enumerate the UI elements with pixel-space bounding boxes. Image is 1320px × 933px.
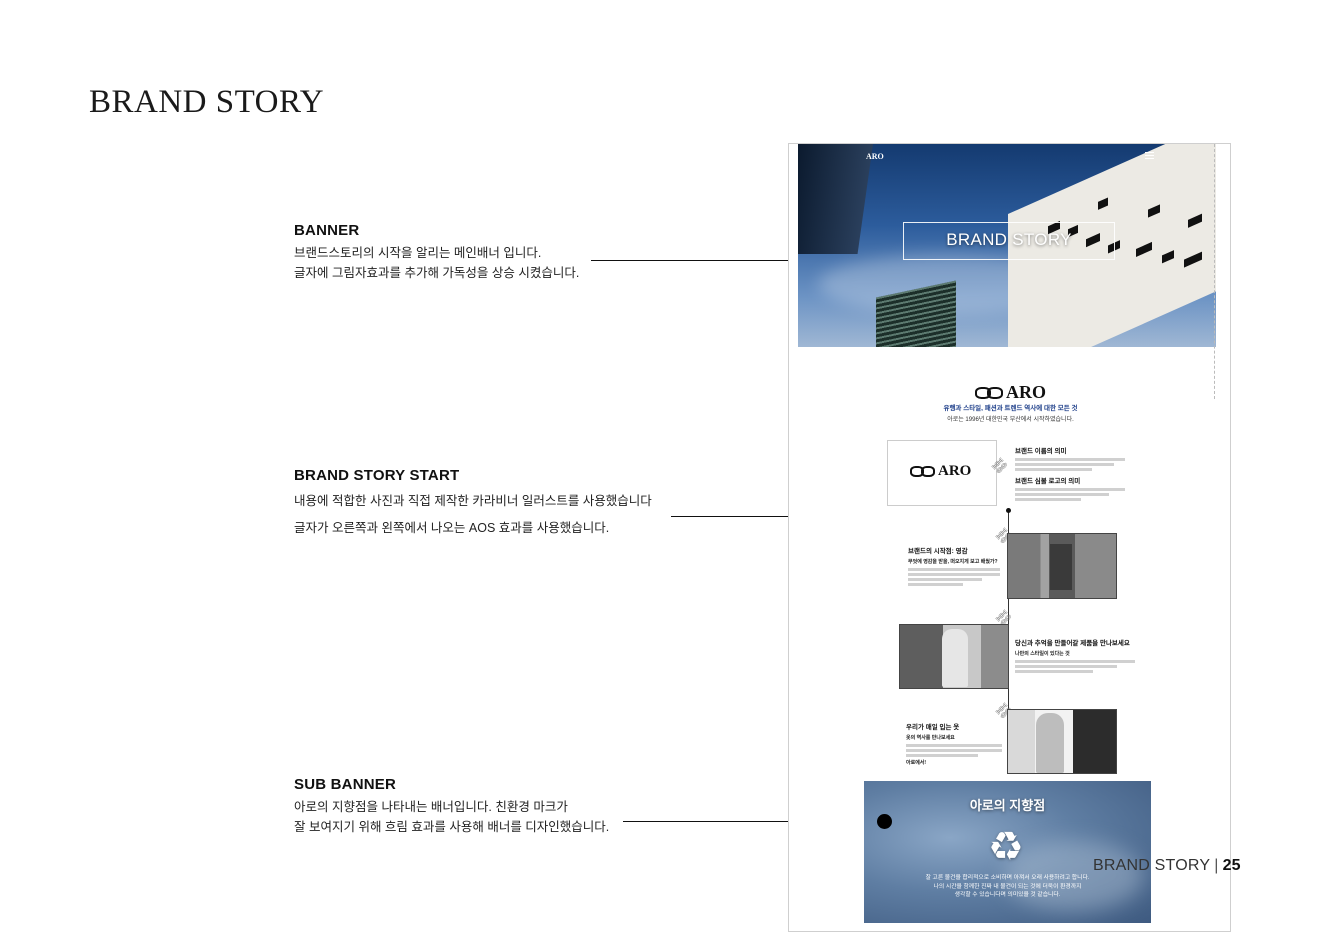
hero-title-frame [903, 222, 1115, 260]
scroll-track [1214, 144, 1215, 399]
banner-note-line-2: 글자에 그림자효과를 추가해 가독성을 상승 시켰습니다. [294, 266, 580, 280]
section3-link[interactable]: 아로에서! [906, 760, 927, 766]
hero-title: BRAND STORY [946, 230, 1072, 249]
section2-text: 당신과 추억을 만들어갈 제품을 만나보세요 나만의 스타일이 있다는 것 [1015, 640, 1135, 675]
sub-banner-note-line-2: 잘 보여지기 위해 흐림 효과를 사용해 배너를 디자인했습니다. [294, 820, 610, 834]
logo-card-logo: ARO [910, 463, 971, 480]
brand-story-start-note: BRAND STORY START 내용에 적합한 사진과 직접 제작한 카라비… [294, 467, 652, 542]
sub-banner-text: 잘 고른 물건을 합리적으로 소비하며 아껴서 오래 사용하려고 합니다. 나의… [925, 875, 1090, 898]
page-number: 25 [1222, 857, 1241, 874]
logo-meaning-text: 브랜드 심볼 로고의 의미 [1015, 478, 1125, 503]
banner-leader-line [591, 260, 827, 261]
man-shirt-photo [1007, 709, 1117, 774]
sub-banner-leader-line [623, 821, 885, 822]
page-title: BRAND STORY [89, 84, 325, 120]
intro-subtitle: 아로는 1996년 대한민국 부산에서 시작하였습니다. [947, 417, 1074, 423]
chain-link-logo-icon [910, 466, 935, 477]
banner-note-line-1: 브랜드스토리의 시작을 알리는 메인배너 입니다. [294, 246, 542, 260]
brand-meaning-text: 브랜드 이름의 의미 [1015, 448, 1125, 473]
sub-banner-note-title: SUB BANNER [294, 776, 397, 793]
banner-note: BANNER 브랜드스토리의 시작을 알리는 메인배너 입니다. 글자에 그림자… [294, 222, 579, 283]
footer-separator: | [1214, 857, 1219, 874]
section3-text: 우리가 매일 입는 옷 옷의 역사를 만나보세요 아로에서! [906, 724, 1002, 768]
page-footer: BRAND STORY | 25 [1093, 857, 1241, 875]
recycle-icon: ♻ [988, 825, 1024, 869]
man-walking-photo [899, 624, 1009, 689]
hero-building-left [798, 144, 873, 254]
intro-title: 유행과 스타일, 패션과 트렌드 역사에 대한 모든 것 [943, 405, 1078, 412]
brand-story-start-note-line-1: 내용에 적합한 사진과 직접 제작한 카라비너 일러스트를 사용했습니다 [294, 494, 652, 508]
timeline-dot [1006, 508, 1011, 513]
chain-link-logo-icon [975, 386, 1003, 399]
sub-banner-note-line-1: 아로의 지향점을 나타내는 배너입니다. 친환경 마크가 [294, 800, 568, 814]
sub-banner: 아로의 지향점 ♻ 잘 고른 물건을 합리적으로 소비하며 아껴서 오래 사용하… [864, 781, 1151, 923]
sub-banner-title: 아로의 지향점 [969, 798, 1046, 813]
header-logo[interactable]: ARO [866, 152, 884, 161]
sub-banner-leader-dot [877, 814, 892, 829]
section1-text: 브랜드의 시작점: 영감 무엇에 영감을 받을, 떠오지게 보고 배웠가? [908, 548, 1000, 588]
brand-story-start-note-title: BRAND STORY START [294, 467, 460, 484]
banner-note-title: BANNER [294, 222, 360, 239]
footer-label: BRAND STORY [1093, 857, 1211, 874]
website-mockup: ARO BRAND STORY ARO 유행과 스타일, 패션과 트렌드 역사에… [788, 143, 1231, 932]
sub-banner-blur [1004, 841, 1144, 911]
brand-story-start-note-line-2: 글자가 오른쪽과 왼쪽에서 나오는 AOS 효과를 사용했습니다. [294, 521, 610, 535]
logo-card: ARO [887, 440, 997, 506]
hamburger-menu-icon[interactable] [1145, 152, 1154, 159]
closet-photo [1007, 533, 1117, 599]
aro-logo: ARO [975, 382, 1046, 403]
sub-banner-note: SUB BANNER 아로의 지향점을 나타내는 배너입니다. 친환경 마크가 … [294, 776, 609, 837]
hero-banner: ARO BRAND STORY [798, 144, 1216, 347]
